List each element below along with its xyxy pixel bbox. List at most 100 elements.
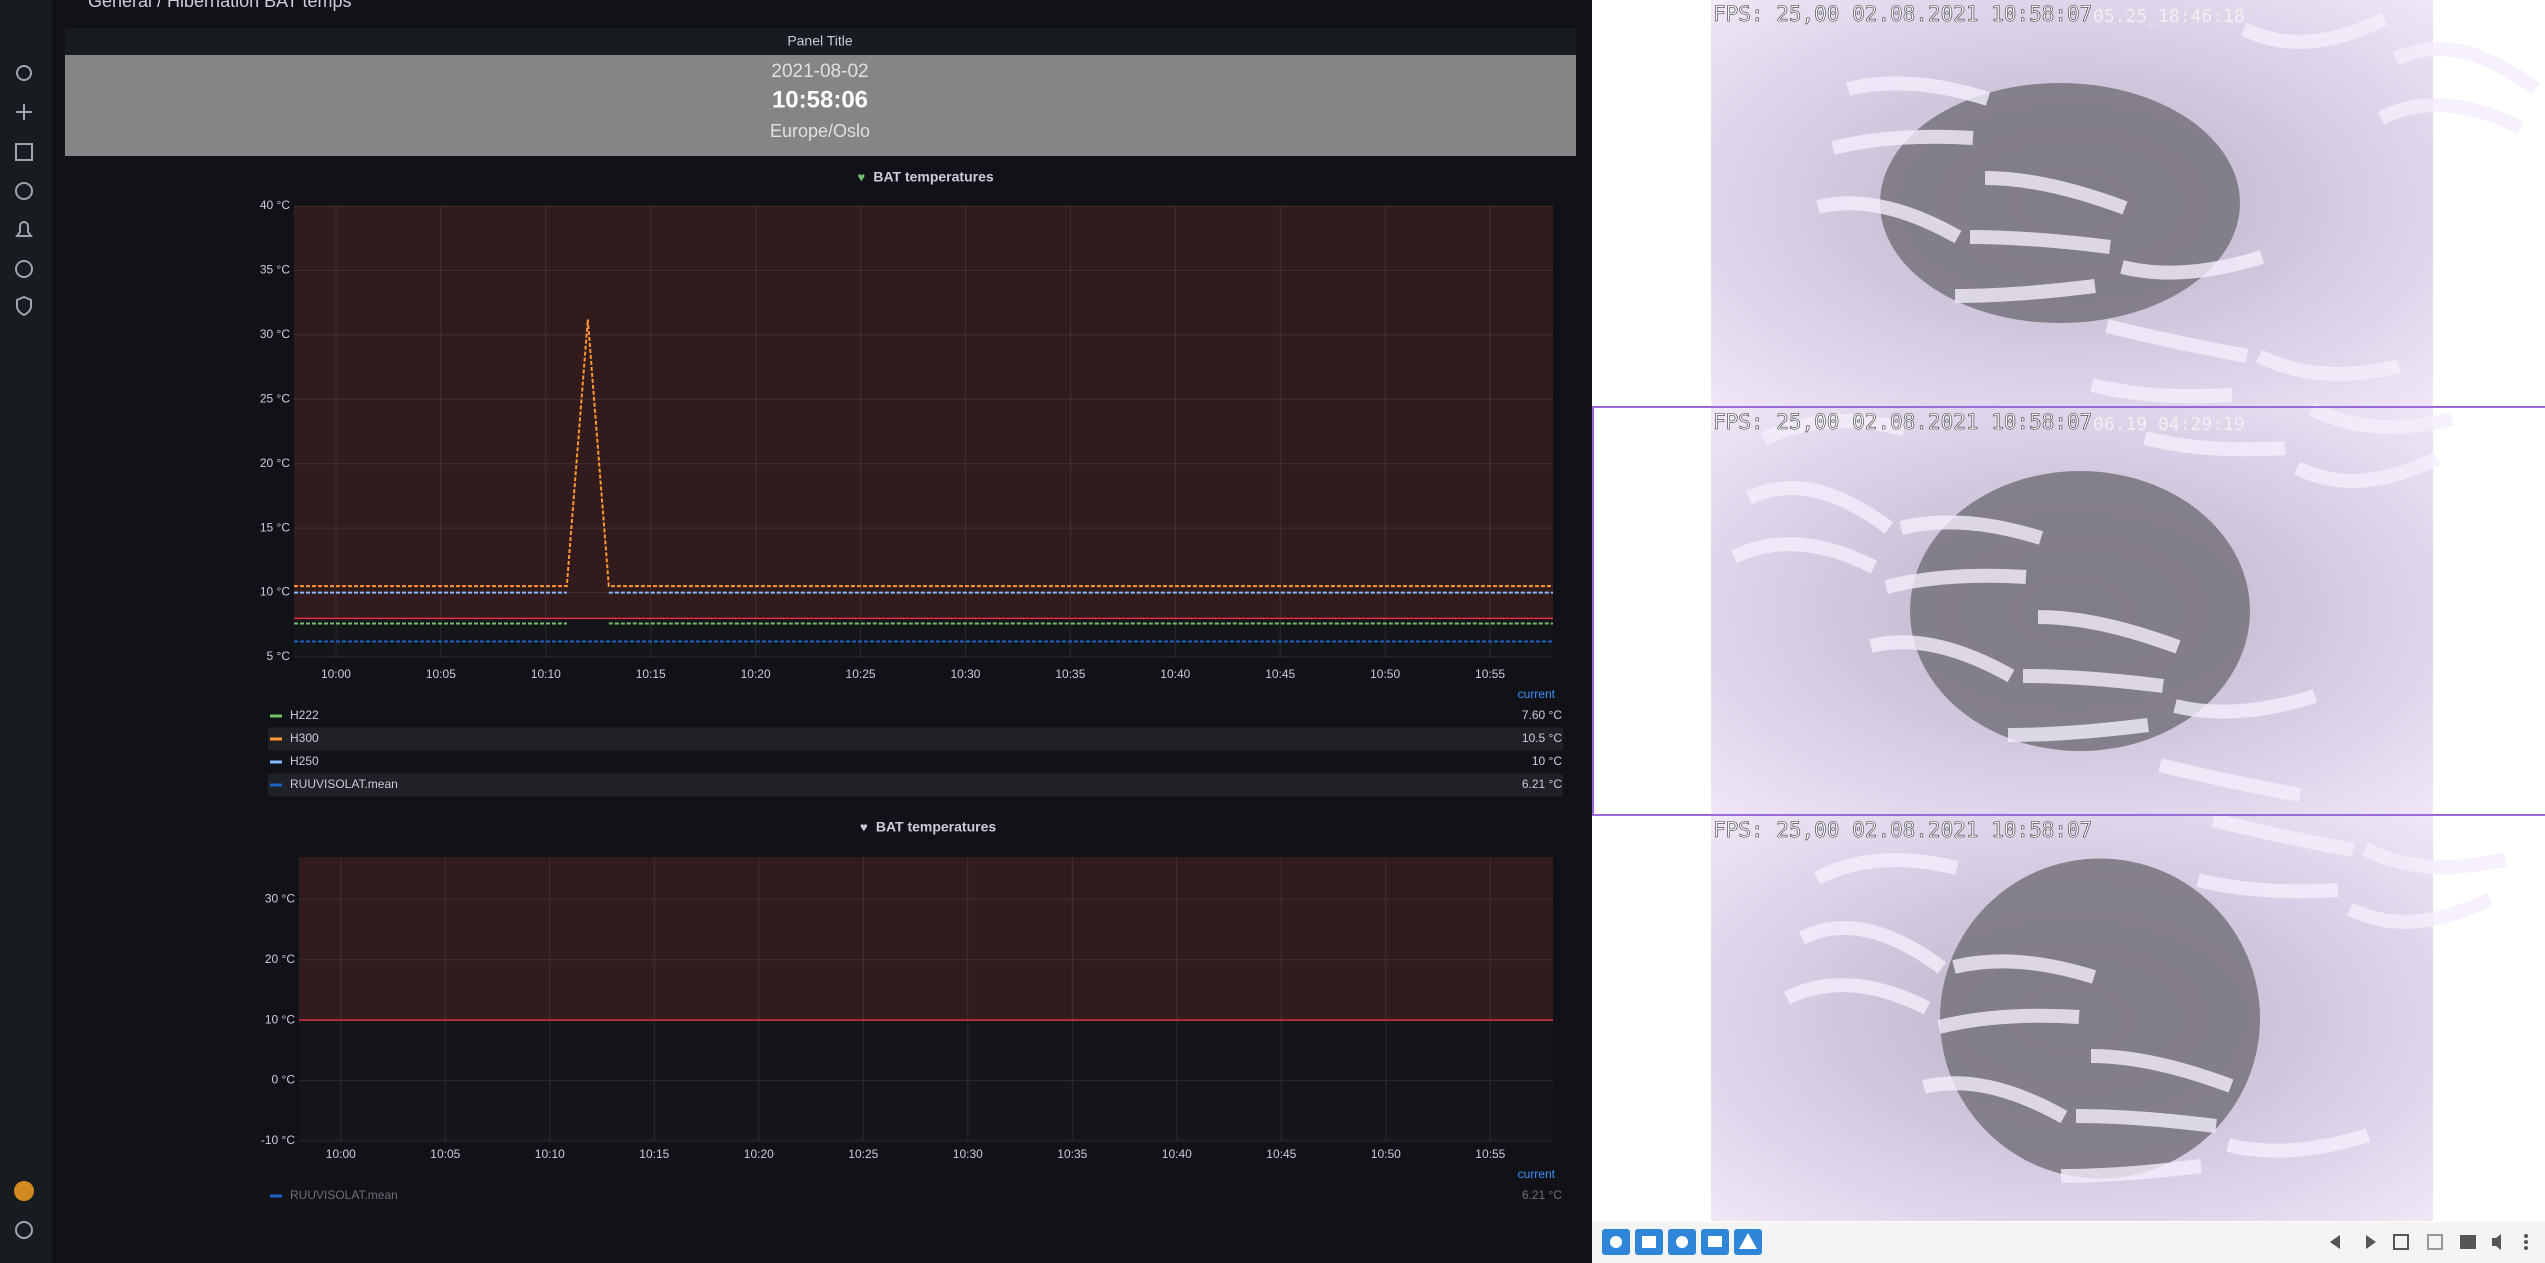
shred xyxy=(2090,1049,2234,1093)
x-tick-label: 10:55 xyxy=(1475,667,1505,681)
shred xyxy=(2308,402,2454,434)
alerting-icon[interactable] xyxy=(15,221,33,237)
shred xyxy=(2211,813,2355,857)
shred xyxy=(1937,1008,2080,1034)
heart-icon: ♥ xyxy=(858,169,866,184)
legend-current: 10.5 °C xyxy=(1522,731,1562,745)
shred xyxy=(2346,892,2494,929)
camera-stamp: 05.25_18:46:18 xyxy=(2093,6,2245,27)
x-tick-label: 10:15 xyxy=(636,667,666,681)
explore-icon[interactable] xyxy=(15,182,33,200)
x-tick-label: 10:50 xyxy=(1370,667,1400,681)
shred xyxy=(2007,718,2149,742)
x-tick-label: 10:00 xyxy=(326,1147,356,1161)
legend-current: 10 °C xyxy=(1532,754,1562,768)
shred xyxy=(2173,689,2318,719)
config-icon[interactable] xyxy=(15,260,33,278)
x-tick-label: 10:35 xyxy=(1055,667,1085,681)
shred xyxy=(1816,196,1962,244)
sidebar xyxy=(0,0,52,1263)
legend-row xyxy=(268,773,1563,797)
dashboards-icon[interactable] xyxy=(15,143,33,161)
plot-area xyxy=(294,206,1553,657)
y-tick-label: 0 °C xyxy=(272,1073,296,1087)
x-tick-label: 10:55 xyxy=(1475,1147,1505,1161)
shred xyxy=(2143,431,2286,457)
add-icon[interactable] xyxy=(16,104,32,120)
panel-header xyxy=(65,28,1576,55)
y-tick-label: 30 °C xyxy=(265,891,295,905)
x-tick-label: 10:25 xyxy=(848,1147,878,1161)
shred xyxy=(2255,349,2401,381)
clock-time: 10:58:06 xyxy=(772,86,868,113)
x-tick-label: 10:30 xyxy=(953,1147,983,1161)
admin-icon[interactable] xyxy=(16,295,32,317)
legend-header: current xyxy=(1518,687,1556,701)
shred xyxy=(2037,610,2181,654)
panel-title: Panel Title xyxy=(787,33,853,49)
camera-overlay: FPS: 25,00 02.08.2021 10:58:07 xyxy=(1713,818,2092,842)
next-button[interactable] xyxy=(2366,1235,2376,1249)
chart-title: BAT temperatures xyxy=(873,169,994,185)
shred xyxy=(2022,669,2164,693)
shred xyxy=(1831,129,1974,155)
y-tick-label: 10 °C xyxy=(265,1012,295,1026)
legend-name: H222 xyxy=(290,708,319,722)
shred xyxy=(1846,76,1991,106)
shred xyxy=(1813,853,1959,885)
plot-area xyxy=(299,857,1553,1141)
shred xyxy=(1954,279,2096,303)
prev-button[interactable] xyxy=(2330,1235,2340,1249)
breadcrumb[interactable]: General / Hibernation BAT temps xyxy=(88,0,351,11)
legend-current: 6.21 °C xyxy=(1522,777,1562,791)
camera-overlay: FPS: 25,00 02.08.2021 10:58:07 xyxy=(1713,2,2092,26)
clock-zone: Europe/Oslo xyxy=(770,121,870,141)
shred xyxy=(2120,250,2265,280)
shred xyxy=(1899,515,2044,545)
x-tick-label: 10:05 xyxy=(426,667,456,681)
shred xyxy=(1798,921,1947,974)
y-tick-label: 40 °C xyxy=(260,198,290,212)
avatar[interactable] xyxy=(14,1181,34,1201)
x-tick-label: 10:40 xyxy=(1160,667,1190,681)
mute-button[interactable] xyxy=(2492,1234,2501,1250)
shred xyxy=(1730,537,1878,574)
x-tick-label: 10:50 xyxy=(1371,1147,1401,1161)
shred xyxy=(1969,230,2111,254)
shred xyxy=(1783,978,1931,1015)
fullscreen-button[interactable] xyxy=(2393,1234,2409,1250)
clock-panel xyxy=(65,55,1576,156)
y-tick-label: 20 °C xyxy=(260,456,290,470)
shred xyxy=(2226,1128,2371,1158)
shred xyxy=(1922,1076,2068,1124)
edit-layout-button[interactable] xyxy=(2427,1234,2443,1250)
chart-title: BAT temperatures xyxy=(876,819,997,835)
legend-row xyxy=(268,727,1563,751)
animal xyxy=(1910,471,2250,751)
series-line xyxy=(294,319,1553,588)
search-icon[interactable] xyxy=(16,65,32,81)
x-tick-label: 10:40 xyxy=(1162,1147,1192,1161)
threshold-region xyxy=(294,206,1553,619)
help-icon[interactable] xyxy=(15,1221,33,1239)
x-tick-label: 10:20 xyxy=(744,1147,774,1161)
y-tick-label: 35 °C xyxy=(260,263,290,277)
menu-button[interactable] xyxy=(2524,1234,2528,1238)
x-tick-label: 10:45 xyxy=(1266,1147,1296,1161)
x-tick-label: 10:15 xyxy=(639,1147,669,1161)
shred xyxy=(2075,1109,2217,1133)
y-tick-label: 25 °C xyxy=(260,391,290,405)
shred xyxy=(1884,568,2027,594)
y-tick-label: -10 °C xyxy=(261,1133,295,1147)
legend-name: H300 xyxy=(290,731,319,745)
shred xyxy=(2377,98,2525,135)
x-tick-label: 10:10 xyxy=(531,667,561,681)
legend-name: RUUVISOLAT.mean xyxy=(290,1188,398,1202)
y-tick-label: 30 °C xyxy=(260,327,290,341)
shred xyxy=(2090,378,2233,404)
shred xyxy=(1869,635,2015,683)
shred xyxy=(1952,954,2097,984)
x-tick-label: 10:35 xyxy=(1057,1147,1087,1161)
grid-button[interactable] xyxy=(2460,1235,2476,1249)
